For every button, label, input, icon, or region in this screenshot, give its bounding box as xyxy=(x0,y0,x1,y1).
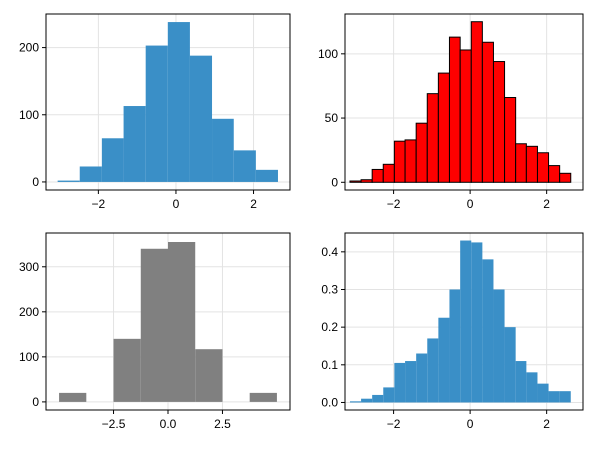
bar xyxy=(448,36,461,183)
axes-frame xyxy=(344,232,584,411)
y-tick-label: 0.0 xyxy=(321,395,338,409)
bar xyxy=(123,106,146,182)
bar xyxy=(168,242,196,402)
x-tick-label: 0.0 xyxy=(160,417,177,431)
bar xyxy=(101,138,124,182)
bar xyxy=(493,289,505,403)
bar xyxy=(249,392,277,402)
x-tick-label: −2 xyxy=(387,197,401,211)
bar xyxy=(195,349,223,402)
y-tick-label: 300 xyxy=(19,260,39,274)
bar xyxy=(427,338,439,403)
y-tick-label: 0.3 xyxy=(321,282,338,296)
bar xyxy=(526,372,538,403)
x-tick-label: 2 xyxy=(250,197,257,211)
bar xyxy=(140,248,168,402)
bar xyxy=(515,361,527,403)
bar xyxy=(189,55,213,182)
bar xyxy=(515,143,527,183)
bar xyxy=(470,21,483,183)
bar xyxy=(57,180,80,182)
bar xyxy=(360,179,373,183)
bar xyxy=(349,401,362,403)
x-tick-label: 2 xyxy=(543,417,550,431)
bar xyxy=(393,140,406,183)
bar xyxy=(471,242,483,403)
y-tick-label: 0.2 xyxy=(321,320,338,334)
bar xyxy=(372,394,384,403)
y-tick-label: 0.1 xyxy=(321,358,338,372)
bar xyxy=(383,387,395,403)
bar xyxy=(482,259,494,403)
y-tick-label: 100 xyxy=(318,47,338,61)
x-tick-label: −2 xyxy=(387,417,401,431)
x-tick-label: 0 xyxy=(173,197,180,211)
bar xyxy=(59,392,87,402)
bar xyxy=(548,391,560,403)
y-tick-label: 200 xyxy=(19,41,39,55)
y-tick-label: 0.4 xyxy=(321,245,338,259)
bar xyxy=(525,145,538,183)
bar xyxy=(349,180,362,183)
bar xyxy=(426,93,439,183)
bar xyxy=(233,150,256,182)
bar xyxy=(361,398,373,403)
y-tick-label: 100 xyxy=(19,350,39,364)
y-tick-label: 100 xyxy=(19,108,39,122)
bar xyxy=(537,383,549,403)
axes-frame xyxy=(45,13,291,191)
x-tick-label: −2.5 xyxy=(102,417,126,431)
x-tick-label: 2 xyxy=(543,197,550,211)
bar xyxy=(79,166,102,182)
axes-frame xyxy=(344,13,584,191)
bar xyxy=(113,338,141,402)
bar xyxy=(460,240,472,403)
bar xyxy=(394,362,406,403)
bar xyxy=(382,163,395,183)
bar xyxy=(536,152,550,183)
y-tick-label: 50 xyxy=(325,111,339,125)
bar xyxy=(416,353,428,403)
bar xyxy=(438,317,450,403)
bar xyxy=(548,165,561,183)
y-tick-label: 0 xyxy=(32,175,39,189)
axes-frame xyxy=(45,232,291,411)
bar xyxy=(145,45,168,182)
bar xyxy=(255,169,278,182)
x-tick-label: 0 xyxy=(467,197,474,211)
x-tick-label: 0 xyxy=(467,417,474,431)
bar xyxy=(504,97,517,183)
bar xyxy=(459,49,472,183)
bar xyxy=(449,289,461,403)
bar xyxy=(415,122,428,183)
bar xyxy=(167,22,190,182)
bar xyxy=(371,168,384,183)
bar xyxy=(437,72,450,183)
y-tick-label: 0 xyxy=(32,395,39,409)
bar xyxy=(481,41,494,183)
bar xyxy=(492,61,506,183)
y-tick-label: 200 xyxy=(19,305,39,319)
x-tick-label: −2 xyxy=(92,197,106,211)
bar xyxy=(405,361,417,403)
bar xyxy=(404,139,417,183)
y-tick-label: 0 xyxy=(331,175,338,189)
bar xyxy=(504,327,516,403)
bar xyxy=(559,172,572,183)
bar xyxy=(559,391,571,403)
bar xyxy=(212,118,234,182)
x-tick-label: 2.5 xyxy=(214,417,231,431)
